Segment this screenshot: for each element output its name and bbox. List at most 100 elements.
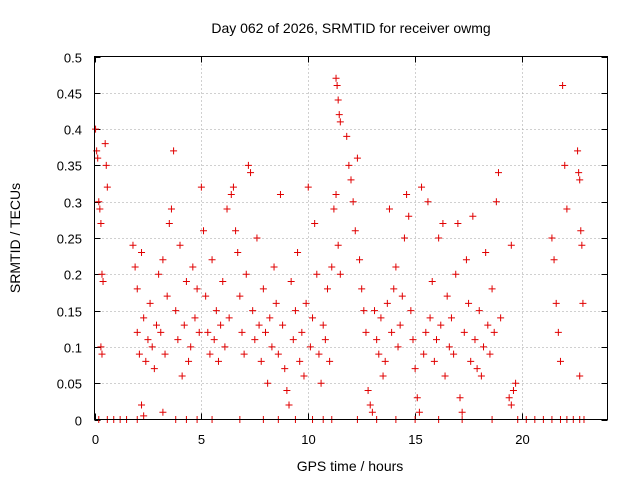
data-point — [409, 336, 417, 344]
data-point — [480, 343, 488, 351]
data-point — [507, 401, 515, 409]
x-tick-label: 15 — [408, 432, 422, 447]
x-tick-label: 0 — [92, 432, 99, 447]
data-point — [574, 147, 582, 155]
data-point — [561, 161, 569, 169]
data-point — [238, 328, 246, 336]
y-tick-label: 0.5 — [64, 51, 82, 66]
data-point — [467, 357, 475, 365]
data-point — [484, 321, 492, 329]
data-point — [217, 321, 225, 329]
data-point — [95, 198, 103, 206]
data-point — [135, 350, 143, 358]
data-point — [469, 212, 477, 220]
data-point — [383, 299, 391, 307]
y-tick-label: 0 — [75, 414, 82, 429]
data-point — [366, 401, 374, 409]
data-point — [165, 219, 173, 227]
data-point — [227, 190, 235, 198]
y-tick-label: 0.25 — [57, 232, 82, 247]
data-point — [206, 350, 214, 358]
data-point — [266, 314, 274, 322]
data-point — [330, 205, 338, 213]
data-point — [176, 241, 184, 249]
data-point — [462, 256, 470, 264]
data-point — [424, 198, 432, 206]
data-point — [332, 74, 340, 82]
data-point — [441, 372, 449, 380]
data-point — [400, 234, 408, 242]
data-point — [335, 111, 343, 119]
data-point — [274, 350, 282, 358]
data-point — [157, 328, 165, 336]
x-tick-label: 20 — [515, 432, 529, 447]
data-point — [377, 314, 385, 322]
data-point — [279, 321, 287, 329]
data-point — [371, 307, 379, 315]
data-point — [309, 314, 317, 322]
data-point — [193, 285, 201, 293]
data-point — [563, 205, 571, 213]
data-point — [287, 278, 295, 286]
data-point — [138, 249, 146, 257]
data-point — [236, 292, 244, 300]
data-point — [413, 394, 421, 402]
data-point — [234, 249, 242, 257]
data-point — [345, 161, 353, 169]
data-point — [575, 169, 583, 177]
data-point — [333, 82, 341, 90]
data-point — [223, 205, 231, 213]
data-point — [167, 205, 175, 213]
data-point — [296, 357, 304, 365]
data-point — [360, 307, 368, 315]
data-point — [255, 321, 263, 329]
data-point — [306, 343, 314, 351]
data-point — [392, 263, 400, 271]
y-axis-label: SRMTID / TECUs — [7, 183, 23, 293]
data-point — [204, 328, 212, 336]
plot-frame — [94, 56, 608, 420]
x-tick-label: 5 — [198, 432, 205, 447]
data-point — [426, 314, 434, 322]
data-point — [138, 401, 146, 409]
data-point — [174, 336, 182, 344]
data-point — [159, 256, 167, 264]
data-point — [552, 299, 560, 307]
data-point — [268, 343, 276, 351]
data-point — [334, 96, 342, 104]
data-point — [302, 299, 310, 307]
data-point — [336, 118, 344, 126]
data-point — [364, 386, 372, 394]
data-point — [556, 357, 564, 365]
data-point — [358, 285, 366, 293]
data-point — [313, 270, 321, 278]
data-point — [163, 292, 171, 300]
data-point — [437, 321, 445, 329]
data-point — [242, 270, 250, 278]
data-point — [471, 336, 479, 344]
data-point — [452, 270, 460, 278]
data-point — [142, 357, 150, 365]
data-point — [276, 190, 284, 198]
data-point — [133, 328, 141, 336]
data-point — [97, 219, 105, 227]
data-point — [332, 190, 340, 198]
data-point — [554, 328, 562, 336]
data-point — [94, 154, 102, 162]
y-tick-label: 0.35 — [57, 159, 82, 174]
data-point — [244, 161, 252, 169]
data-point — [433, 336, 440, 344]
data-point — [97, 343, 105, 351]
data-point — [577, 227, 585, 235]
data-point — [456, 394, 464, 402]
y-axis-tick-labels: 0 0.05 0.1 0.15 0.2 0.25 0.3 0.35 0.4 0.45 0.5 — [57, 51, 82, 429]
data-point — [420, 350, 428, 358]
data-point — [214, 357, 222, 365]
data-point — [443, 292, 451, 300]
data-point — [362, 328, 370, 336]
data-point — [488, 285, 496, 293]
chart-title: Day 062 of 2026, SRMTID for receiver owm… — [211, 20, 490, 36]
data-point — [415, 408, 423, 416]
data-point — [317, 379, 325, 387]
